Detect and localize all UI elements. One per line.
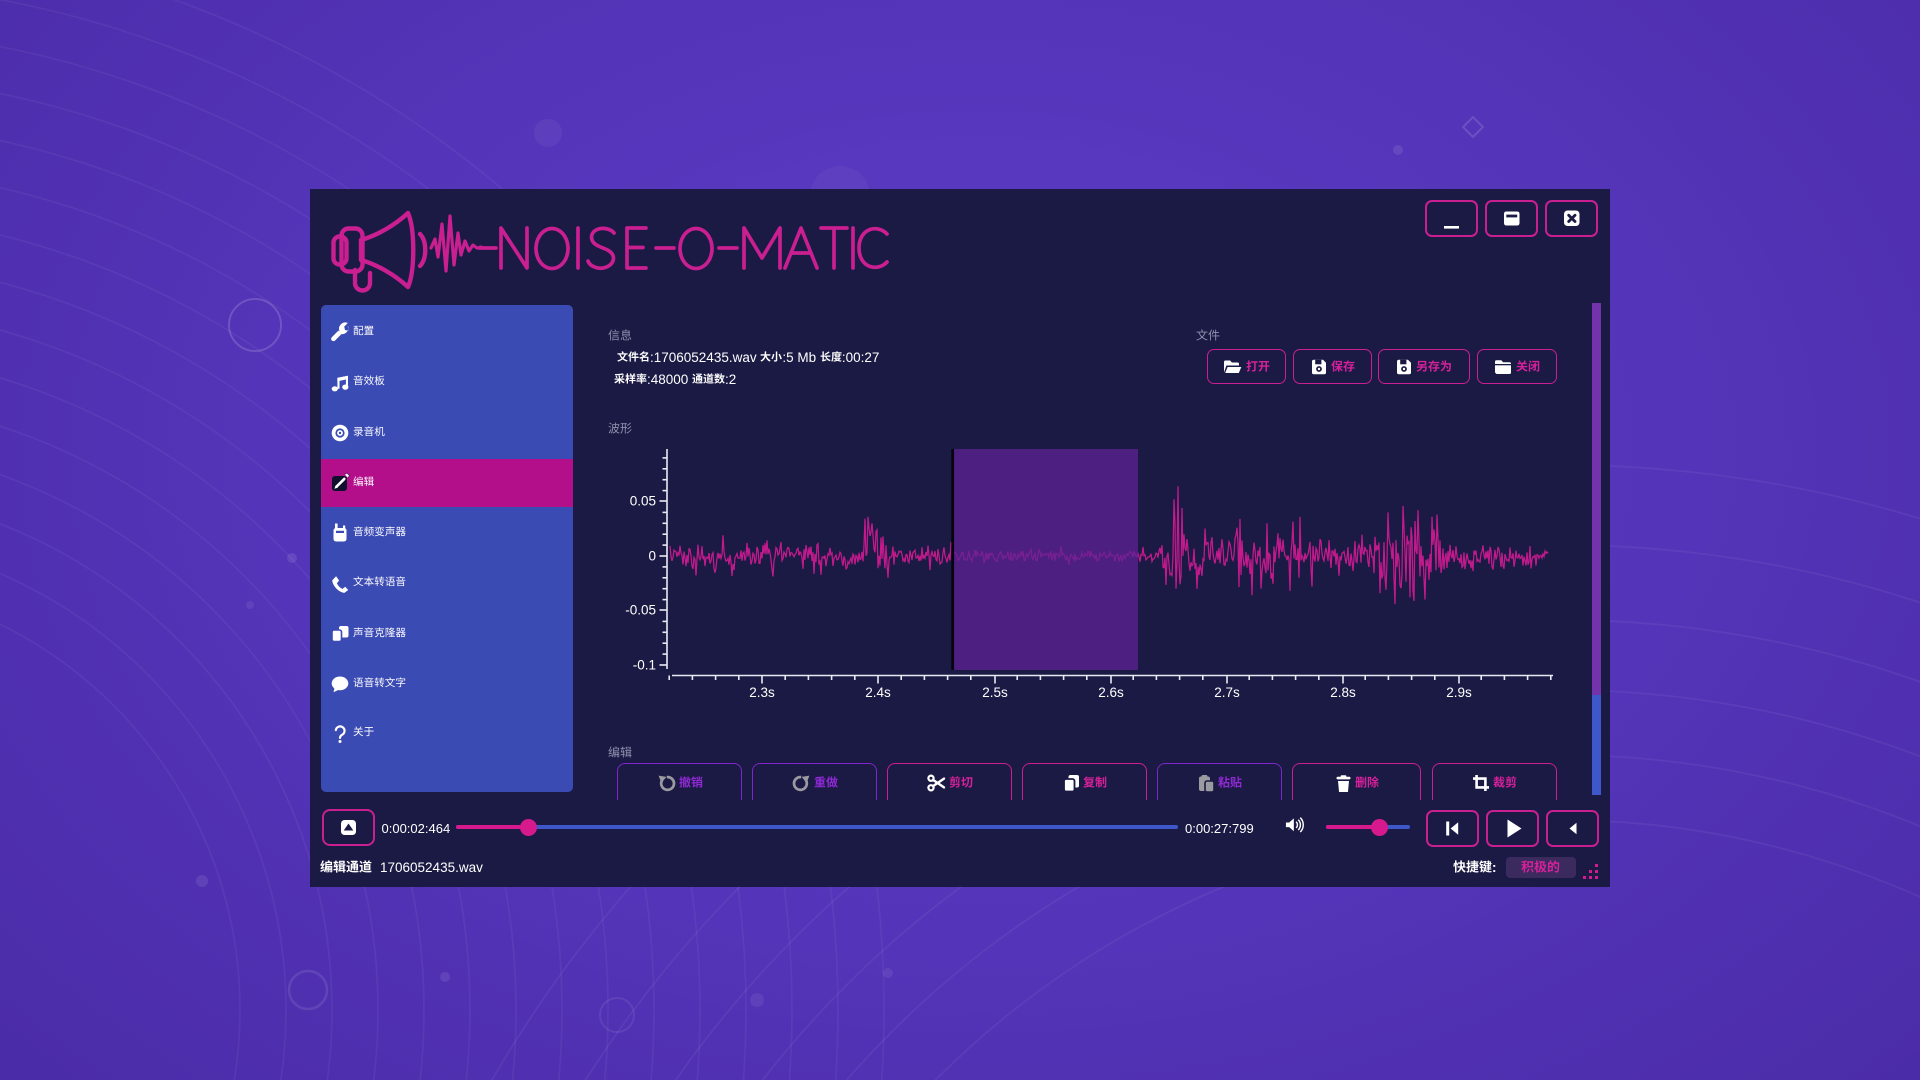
svg-text:2.7s: 2.7s (1214, 685, 1240, 700)
svg-text:2.9s: 2.9s (1446, 685, 1472, 700)
svg-text:0: 0 (648, 549, 656, 564)
svg-text:2.6s: 2.6s (1098, 685, 1124, 700)
svg-text:2.3s: 2.3s (749, 685, 775, 700)
svg-text:2.8s: 2.8s (1330, 685, 1356, 700)
svg-text:-0.1: -0.1 (633, 658, 656, 673)
svg-text:0.05: 0.05 (630, 494, 656, 509)
svg-text:2.4s: 2.4s (865, 685, 891, 700)
svg-text:-0.05: -0.05 (625, 603, 656, 618)
svg-text:2.5s: 2.5s (982, 685, 1008, 700)
